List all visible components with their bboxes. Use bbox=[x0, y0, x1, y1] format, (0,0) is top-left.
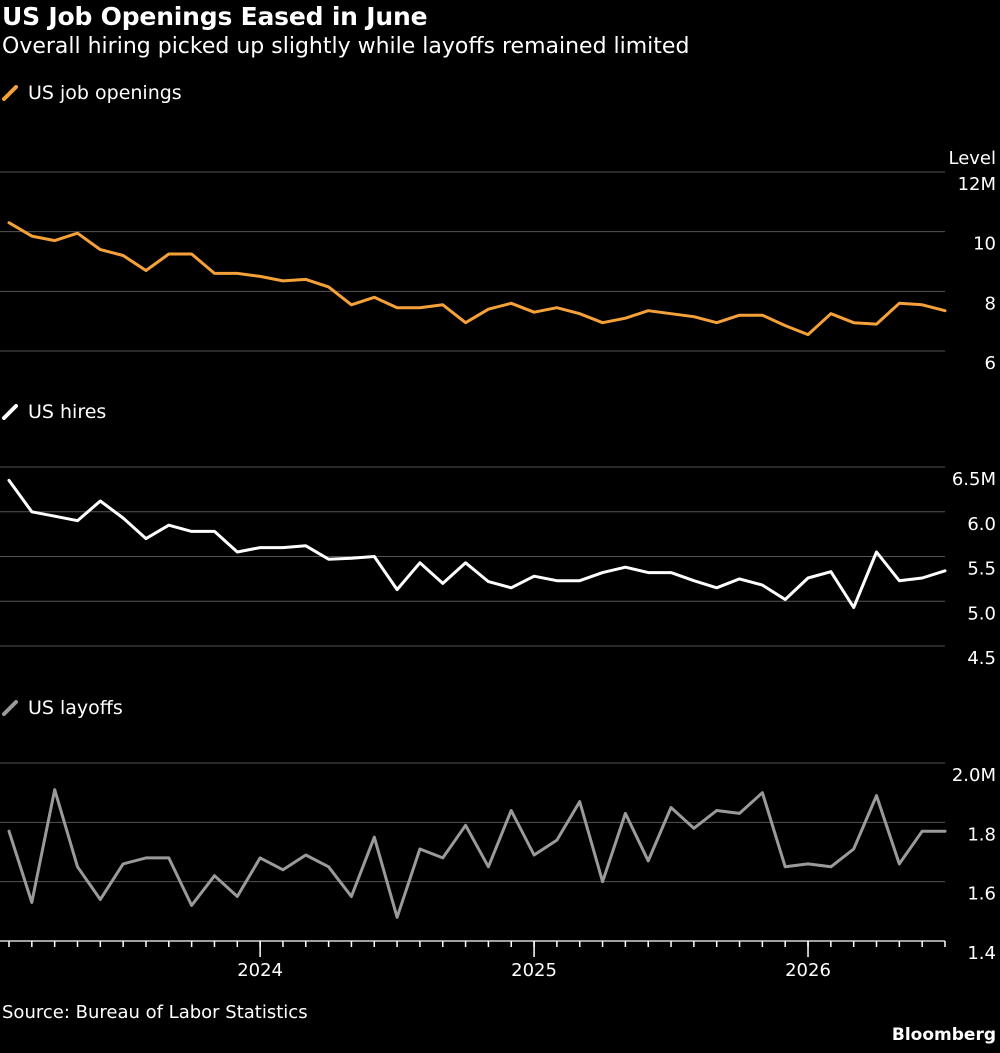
chart-title: US Job Openings Eased in June bbox=[2, 2, 428, 31]
layoffs-ytick-label: 2.0M bbox=[952, 765, 996, 786]
legend-layoffs-swatch bbox=[2, 700, 18, 716]
brand-logo: Bloomberg bbox=[891, 1025, 996, 1045]
legend-openings: US job openings bbox=[2, 82, 182, 104]
x-year-label: 2024 bbox=[237, 960, 283, 981]
chart-area: Level 6 8 10 12M 4.5 5.0 5.5 6.0 6.5M 1.4 1.6 1.8 2.… bbox=[0, 148, 996, 981]
openings-series-line bbox=[7, 221, 947, 337]
openings-ytick-label: 6 bbox=[985, 353, 996, 374]
level-label: Level bbox=[948, 148, 996, 169]
layoffs-ytick-label: 1.4 bbox=[967, 943, 996, 964]
source-note: Source: Bureau of Labor Statistics bbox=[2, 1002, 308, 1023]
legend-openings-swatch bbox=[2, 85, 18, 101]
legend-hires-label: US hires bbox=[28, 401, 107, 423]
chart-subtitle: Overall hiring picked up slightly while … bbox=[2, 34, 690, 59]
hires-series-line bbox=[7, 478, 947, 609]
legend-layoffs-label: US layoffs bbox=[28, 697, 123, 719]
legend-hires-swatch bbox=[2, 404, 18, 420]
x-year-label: 2026 bbox=[785, 960, 831, 981]
openings-ytick-label: 8 bbox=[985, 293, 996, 314]
hires-ytick-label: 6.0 bbox=[967, 514, 996, 535]
layoffs-ytick-label: 1.6 bbox=[967, 884, 996, 905]
legend-openings-label: US job openings bbox=[28, 82, 182, 104]
openings-ytick-label: 12M bbox=[958, 174, 996, 195]
legend-layoffs: US layoffs bbox=[2, 697, 123, 719]
hires-ytick-label: 5.0 bbox=[967, 603, 996, 624]
layoffs-ytick-label: 1.8 bbox=[967, 824, 996, 845]
hires-ytick-label: 6.5M bbox=[952, 469, 996, 490]
x-year-label: 2025 bbox=[511, 960, 557, 981]
hires-ytick-label: 5.5 bbox=[967, 559, 996, 580]
openings-ytick-label: 10 bbox=[973, 234, 996, 255]
hires-ytick-label: 4.5 bbox=[967, 648, 996, 669]
legend-hires: US hires bbox=[2, 401, 106, 423]
layoffs-series-line bbox=[7, 788, 947, 919]
